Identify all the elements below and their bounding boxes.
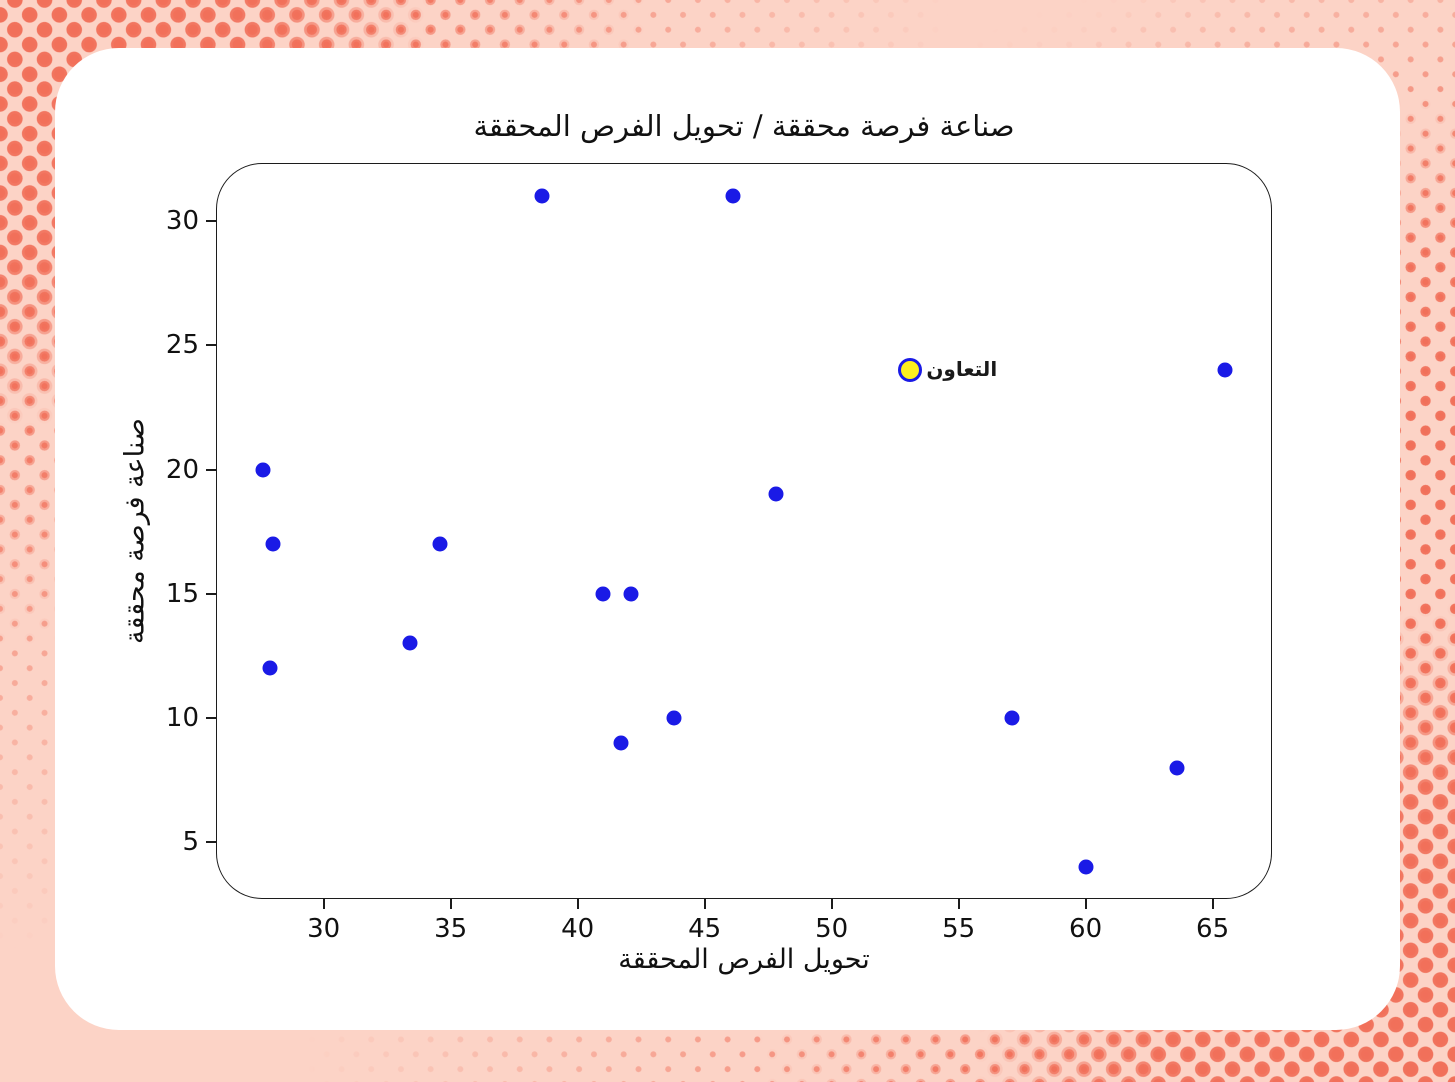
y-tick-label: 20 (165, 454, 199, 485)
y-tick-label: 25 (165, 330, 199, 361)
data-point (1078, 859, 1094, 875)
x-tick-label: 30 (307, 914, 341, 944)
data-point (1169, 760, 1185, 776)
y-axis-label: صناعة فرصة محققة (119, 418, 151, 644)
y-tick-label: 5 (182, 827, 199, 858)
y-tick-mark (206, 468, 216, 471)
chart-card: صناعة فرصة محققة / تحويل الفرص المحققة 3… (55, 48, 1400, 1030)
x-tick-mark (703, 899, 706, 909)
x-tick-label: 55 (942, 914, 976, 944)
data-point (432, 536, 448, 552)
data-point (1004, 710, 1020, 726)
data-point (265, 536, 281, 552)
data-point (725, 188, 741, 204)
y-tick-mark (206, 716, 216, 719)
x-tick-label: 35 (434, 914, 468, 944)
x-tick-mark (830, 899, 833, 909)
y-tick-mark (206, 220, 216, 223)
data-point (402, 635, 418, 651)
data-point (255, 462, 271, 478)
x-tick-label: 60 (1069, 914, 1103, 944)
data-point (595, 586, 611, 602)
data-point (613, 735, 629, 751)
x-axis-label: تحويل الفرص المحققة (618, 944, 870, 975)
y-tick-mark (206, 841, 216, 844)
data-point (1217, 362, 1233, 378)
x-tick-mark (957, 899, 960, 909)
x-tick-mark (576, 899, 579, 909)
x-tick-label: 65 (1196, 914, 1230, 944)
data-point (534, 188, 550, 204)
x-tick-mark (1211, 899, 1214, 909)
x-tick-mark (449, 899, 452, 909)
data-point (623, 586, 639, 602)
data-point (666, 710, 682, 726)
x-tick-label: 40 (561, 914, 595, 944)
plot-area: 30 35 40 45 50 55 60 65 5 10 15 20 25 30 التعاون (166, 163, 1272, 944)
annotation-label: التعاون (926, 357, 998, 382)
y-tick-label: 30 (165, 206, 199, 237)
y-tick-label: 15 (165, 578, 199, 609)
x-tick-label: 50 (815, 914, 849, 944)
data-point (262, 660, 278, 676)
y-tick-label: 10 (165, 702, 199, 733)
x-tick-label: 45 (688, 914, 722, 944)
highlighted-data-point (898, 358, 923, 383)
chart-title: صناعة فرصة محققة / تحويل الفرص المحققة (473, 109, 1015, 143)
y-tick-mark (206, 344, 216, 347)
data-point (768, 486, 784, 502)
y-tick-mark (206, 592, 216, 595)
x-tick-mark (322, 899, 325, 909)
x-tick-mark (1084, 899, 1087, 909)
